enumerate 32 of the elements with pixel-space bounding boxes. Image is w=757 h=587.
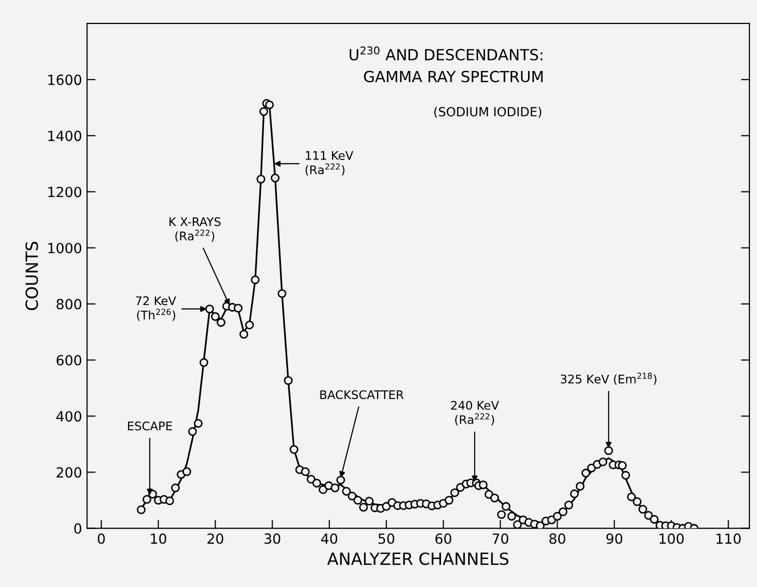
annotation: BACKSCATTER — [320, 390, 404, 400]
annotation: 325 KeV (Em$^{218}$) — [560, 372, 656, 385]
y-tick-label: 1000 — [48, 242, 82, 254]
x-tick-label: 50 — [378, 533, 394, 544]
x-axis-title: ANALYZER CHANNELS — [327, 552, 508, 566]
annotation: K X-RAYS (Ra$^{222}$) — [170, 217, 221, 242]
y-tick-label: 0 — [74, 523, 82, 534]
y-tick-label: 600 — [56, 354, 82, 366]
y-tick-label: 1600 — [48, 74, 82, 86]
x-tick-label: 10 — [151, 533, 166, 544]
y-tick-label: 1400 — [48, 130, 82, 142]
y-tick-label: 400 — [56, 411, 82, 422]
y-tick-label: 200 — [56, 467, 82, 478]
x-tick-label: 60 — [435, 533, 452, 544]
y-tick-label: 1200 — [48, 186, 82, 198]
annotation: ESCAPE — [128, 421, 172, 430]
annotation: 240 KeV (Ra$^{222}$) — [451, 400, 499, 426]
x-tick-label: 90 — [606, 533, 622, 544]
x-tick-label: 30 — [264, 533, 280, 544]
x-tick-label: 0 — [98, 533, 105, 544]
x-tick-label: 20 — [207, 533, 224, 544]
text: (SODIUM IODIDE) — [434, 106, 542, 118]
y-axis-title: COUNTS — [25, 242, 38, 310]
x-tick-label: 70 — [492, 533, 508, 544]
x-tick-label: 100 — [660, 533, 684, 544]
annotation: 72 KeV (Th$^{226}$) — [136, 296, 176, 321]
annotation: 111 KeV (Ra$^{222}$) — [306, 151, 354, 176]
text: U$^{230}$ AND DESCENDANTS: GAMMA RAY SPECTRUM — [350, 46, 543, 82]
x-tick-label: 40 — [321, 533, 338, 544]
x-tick-label: 80 — [549, 533, 566, 544]
x-tick-label: 110 — [716, 533, 741, 544]
y-tick-label: 800 — [56, 298, 82, 310]
